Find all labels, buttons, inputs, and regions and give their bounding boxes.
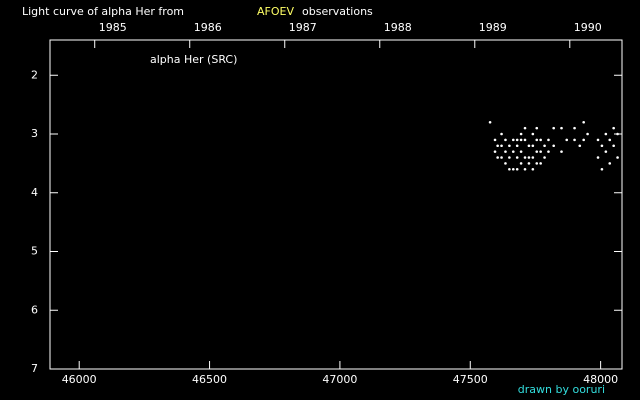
- data-point: [582, 120, 585, 124]
- data-point: [493, 150, 497, 153]
- data-point: [504, 150, 507, 153]
- x2-tick-label: 1990: [574, 21, 602, 34]
- data-point: [531, 132, 535, 136]
- data-point: [519, 162, 523, 165]
- data-point: [527, 156, 531, 159]
- data-point: [547, 150, 550, 153]
- data-point: [608, 138, 612, 142]
- data-point: [500, 156, 503, 159]
- data-point: [500, 132, 503, 136]
- data-point: [519, 138, 523, 142]
- data-point: [531, 144, 535, 148]
- data-point: [496, 144, 499, 148]
- data-point: [500, 144, 503, 148]
- y-tick-label: 3: [31, 127, 38, 140]
- data-point: [515, 156, 519, 159]
- data-point: [543, 144, 546, 148]
- data-point: [608, 162, 612, 165]
- data-point: [519, 150, 523, 153]
- data-point: [535, 138, 539, 142]
- data-point: [560, 126, 563, 130]
- data-point: [508, 167, 511, 171]
- title-suffix: observations: [302, 5, 373, 18]
- data-point: [531, 167, 535, 171]
- data-point: [616, 132, 619, 136]
- data-point: [616, 156, 619, 159]
- credit: drawn by ooruri: [518, 383, 605, 396]
- data-point: [600, 144, 604, 148]
- plot-frame: [49, 39, 623, 370]
- x-tick-label: 47000: [322, 373, 357, 386]
- x-tick-label: 48000: [583, 373, 618, 386]
- data-point: [511, 167, 515, 171]
- data-point: [612, 144, 615, 148]
- data-point: [565, 138, 569, 142]
- data-point: [539, 138, 542, 142]
- data-point: [508, 144, 511, 148]
- data-point: [596, 138, 600, 142]
- data-point: [535, 126, 539, 130]
- y-tick-label: 4: [31, 186, 38, 199]
- data-point: [515, 167, 519, 171]
- data-point: [582, 138, 585, 142]
- data-point: [508, 156, 511, 159]
- data-point: [527, 162, 531, 165]
- data-point: [511, 138, 515, 142]
- title-source: AFOEV: [257, 5, 294, 18]
- data-point: [552, 144, 555, 148]
- data-point: [535, 162, 539, 165]
- data-point: [504, 138, 507, 142]
- x2-tick-label: 1988: [384, 21, 412, 34]
- data-point: [604, 150, 608, 153]
- chart-title: Light curve of alpha Her from: [22, 5, 184, 18]
- data-point: [539, 150, 542, 153]
- x-tick-label: 47500: [453, 373, 488, 386]
- data-point: [604, 132, 608, 136]
- x2-tick-label: 1985: [99, 21, 127, 34]
- x2-tick-label: 1989: [479, 21, 507, 34]
- data-point: [488, 120, 492, 124]
- data-point: [523, 156, 527, 159]
- x-tick-label: 46000: [62, 373, 97, 386]
- data-point: [586, 132, 589, 136]
- y-tick-label: 5: [31, 245, 38, 258]
- series-label: alpha Her (SRC): [150, 53, 237, 66]
- data-point: [519, 132, 523, 136]
- data-point: [560, 150, 563, 153]
- data-point: [578, 144, 582, 148]
- data-point: [535, 150, 539, 153]
- data-point: [600, 167, 604, 171]
- data-point: [547, 138, 550, 142]
- data-point: [515, 138, 519, 142]
- data-point: [515, 144, 519, 148]
- data-point: [573, 126, 576, 130]
- data-point: [504, 162, 507, 165]
- data-point: [523, 167, 527, 171]
- data-point: [523, 138, 527, 142]
- x2-tick-label: 1986: [194, 21, 222, 34]
- data-point: [612, 126, 615, 130]
- data-point: [511, 150, 515, 153]
- data-point: [573, 138, 576, 142]
- data-point: [539, 162, 542, 165]
- data-point: [493, 138, 497, 142]
- y-tick-label: 7: [31, 362, 38, 375]
- y-tick-label: 2: [31, 68, 38, 81]
- data-point: [543, 156, 546, 159]
- data-point: [552, 126, 555, 130]
- data-point: [523, 126, 527, 130]
- data-point: [527, 144, 531, 148]
- data-point: [531, 156, 535, 159]
- x-tick-label: 46500: [192, 373, 227, 386]
- data-point: [496, 156, 499, 159]
- data-point: [596, 156, 600, 159]
- y-tick-label: 6: [31, 303, 38, 316]
- x2-tick-label: 1987: [289, 21, 317, 34]
